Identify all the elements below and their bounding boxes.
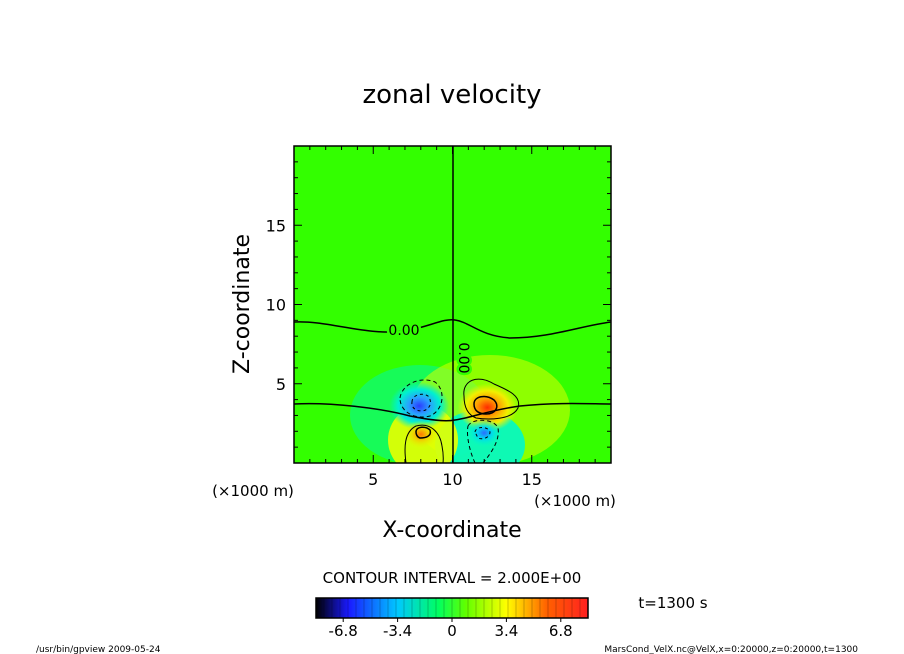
footer-right: MarsCond_VelX.nc@VelX,x=0:20000,z=0:2000… [604, 645, 858, 654]
colorbar-tick-label: -3.4 [383, 622, 412, 640]
zero-contour-lower [294, 402, 611, 422]
lower-positive-contour-inner [415, 426, 432, 439]
contour-label-horizontal: 0.00 [388, 323, 419, 339]
feature-positive-1 [457, 383, 518, 432]
chart-title: zonal velocity [362, 80, 541, 110]
x-tick-label: 15 [522, 470, 542, 489]
colorbar: -6.8 -3.4 0 3.4 6.8 [315, 597, 589, 640]
y-tick-label: 5 [276, 375, 286, 394]
time-label: t=1300 s [638, 594, 707, 612]
contour-label-vertical: 0.00 [455, 342, 471, 373]
feature-negative-0 [389, 381, 450, 430]
negative-contour-outer [399, 379, 443, 418]
lower-negative-contour [467, 419, 499, 463]
negative-contour-inner [411, 393, 431, 412]
axis-ticks: 5 10 15 5 10 15 [266, 146, 611, 489]
x-tick-label: 10 [442, 470, 462, 489]
x-tick-label: 5 [368, 470, 378, 489]
y-axis-label: Z-coordinate [230, 234, 255, 374]
colorbar-tick-label: -6.8 [329, 622, 358, 640]
y-tick-label: 15 [266, 216, 286, 235]
y-axis-unit: (×1000 m) [212, 482, 294, 500]
colorbar-tick-label: 3.4 [494, 622, 518, 640]
footer-left: /usr/bin/gpview 2009-05-24 [36, 645, 161, 654]
colorbar-tick-label: 6.8 [549, 622, 573, 640]
positive-contour-inner [473, 395, 498, 415]
plot-area: 0.00 0.00 [294, 146, 611, 463]
y-tick-label: 10 [266, 296, 286, 315]
lower-negative-contour-inner [474, 427, 491, 440]
x-axis-label: X-coordinate [382, 518, 521, 543]
contour-interval-text: CONTOUR INTERVAL = 2.000E+00 [323, 569, 582, 587]
x-axis-unit: (×1000 m) [534, 492, 616, 510]
colorbar-tick-label: 0 [447, 622, 457, 640]
positive-contour-outer [463, 378, 520, 420]
zero-contour-upper [294, 318, 611, 339]
lower-positive-contour [404, 424, 444, 463]
feature-negative-3 [466, 418, 503, 448]
